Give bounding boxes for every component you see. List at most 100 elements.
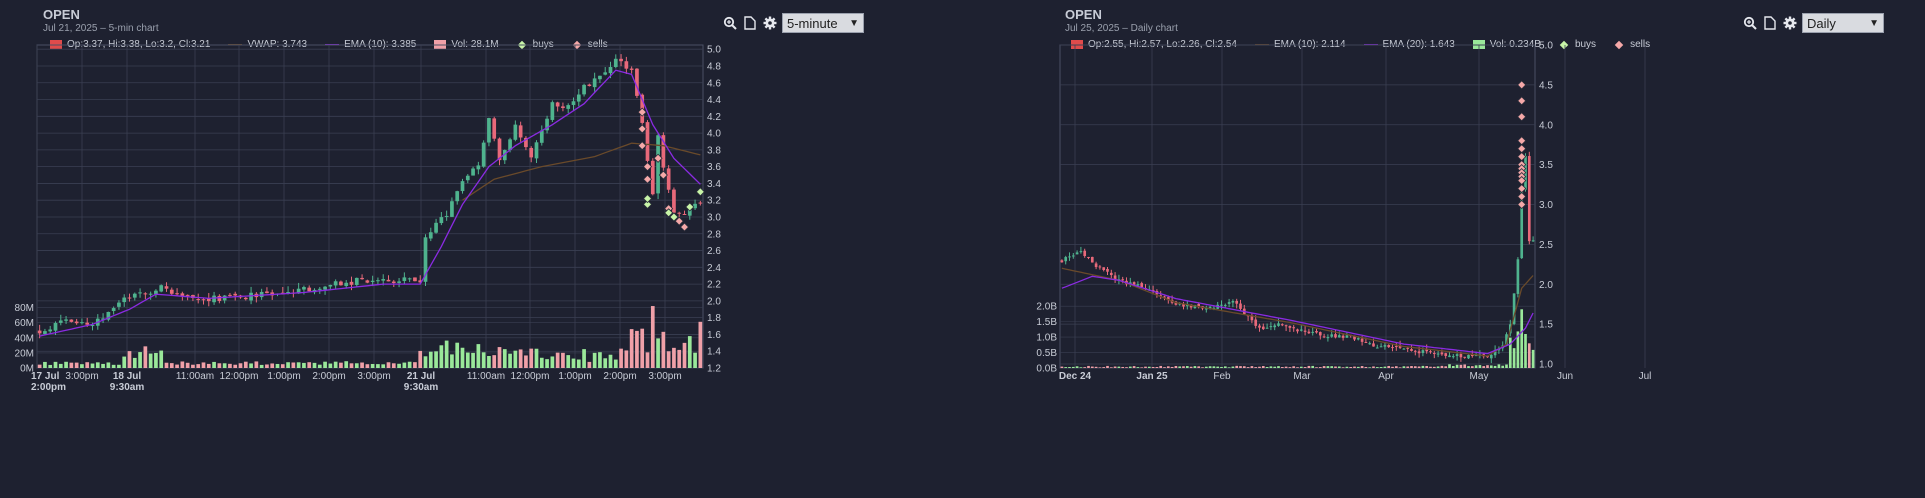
- candle-body: [561, 106, 565, 109]
- candle-body: [1417, 351, 1421, 354]
- candle-body: [1505, 334, 1508, 345]
- volume-bar: [545, 359, 549, 368]
- candle-body: [80, 322, 84, 324]
- volume-bar: [1227, 367, 1231, 368]
- gear-icon[interactable]: [1782, 15, 1798, 31]
- candle-body: [1326, 337, 1330, 339]
- volume-bar: [238, 363, 243, 368]
- legend-sells: sells: [1614, 39, 1650, 50]
- x-tick-label: May: [1470, 371, 1489, 382]
- candle-body: [122, 297, 127, 303]
- volume-bar: [148, 353, 153, 368]
- volume-bar: [1451, 365, 1455, 368]
- volume-bar: [1379, 367, 1383, 368]
- candle-body: [1474, 355, 1478, 357]
- volume-tick-label: 1.0B: [1036, 333, 1057, 344]
- volume-bar: [217, 363, 222, 368]
- volume-bar: [1349, 367, 1353, 368]
- y-tick-label: 1.8: [707, 313, 721, 324]
- x-tick-label: 3:00pm: [357, 371, 390, 382]
- candle-body: [566, 105, 571, 109]
- volume-bar: [1322, 366, 1326, 368]
- interval-select[interactable]: 5-minute ▼: [782, 13, 864, 33]
- candle-body: [101, 318, 105, 320]
- volume-bar: [1318, 367, 1322, 368]
- candle-body: [529, 147, 534, 158]
- volume-bar: [439, 345, 444, 368]
- y-tick-label: 2.0: [1539, 280, 1553, 291]
- volume-bar: [1470, 366, 1474, 368]
- y-tick-label: 3.6: [707, 162, 721, 173]
- candle-body: [1269, 326, 1273, 328]
- x-tick-label: 3:00pm: [648, 371, 681, 382]
- volume-bar: [555, 352, 560, 368]
- volume-bar: [275, 363, 280, 368]
- candle-body: [635, 68, 639, 96]
- interval-select[interactable]: Daily ▼: [1802, 13, 1884, 33]
- volume-bar: [402, 362, 407, 368]
- chart-plot-intraday[interactable]: 5.0 4.8 4.6 4.4 4.2 4.0 3.8 3.6 3.4 3.2 3.0 2.8 2.6 2…: [0, 0, 880, 498]
- volume-bar: [1429, 366, 1432, 368]
- volume-bar: [1360, 366, 1364, 368]
- candle-body: [386, 279, 391, 282]
- volume-bar: [127, 351, 132, 368]
- volume-bar: [228, 363, 232, 368]
- candle-body: [1261, 326, 1265, 330]
- volume-bar: [1448, 364, 1451, 368]
- candle-body: [576, 94, 581, 102]
- volume-bar: [698, 321, 703, 368]
- candle-body: [1075, 252, 1079, 255]
- volume-bar: [1128, 366, 1132, 368]
- zoom-icon[interactable]: [1742, 15, 1758, 31]
- volume-bar: [1330, 366, 1334, 368]
- chevron-down-icon: ▼: [1869, 17, 1879, 29]
- gear-icon[interactable]: [762, 15, 778, 31]
- candle-body: [296, 288, 301, 294]
- candle-body: [1098, 266, 1102, 268]
- volume-bar: [1417, 366, 1421, 368]
- candle-body: [1391, 347, 1394, 349]
- candle-body: [592, 78, 597, 88]
- candle-body: [154, 290, 158, 295]
- candle-body: [1463, 356, 1467, 358]
- candle-body: [64, 319, 68, 321]
- zoom-icon[interactable]: [722, 15, 738, 31]
- volume-bar: [1444, 366, 1448, 368]
- candle-body: [106, 311, 111, 320]
- candle-body: [1166, 297, 1170, 301]
- candle-body: [497, 138, 502, 161]
- volume-bar: [550, 356, 555, 368]
- document-icon[interactable]: [1762, 15, 1778, 31]
- volume-bar: [243, 361, 248, 368]
- volume-bar: [413, 362, 417, 368]
- volume-bar: [465, 352, 470, 368]
- sell-marker: [637, 124, 647, 134]
- candle-body: [672, 189, 676, 213]
- candle-body: [1159, 295, 1163, 297]
- candle-body: [111, 308, 116, 312]
- y-tick-label: 1.0: [1539, 360, 1553, 371]
- volume-bar: [508, 353, 512, 368]
- volume-bar: [397, 363, 401, 368]
- volume-bar: [1220, 366, 1223, 368]
- candle-body: [1516, 259, 1520, 294]
- chart-plot-daily[interactable]: 5.0 4.5 4.0 3.5 3.0 2.5 2.0 1.5 1.0 2.0B 1.5B 1.0B 0…: [1020, 0, 1925, 498]
- candle-body: [418, 280, 423, 283]
- volume-bar: [296, 362, 301, 368]
- document-icon[interactable]: [742, 15, 758, 31]
- volume-bar: [1231, 366, 1235, 368]
- volume-bar: [1311, 365, 1315, 368]
- candle-body: [1109, 272, 1113, 276]
- candle-body: [180, 293, 185, 296]
- volume-bar: [566, 355, 571, 368]
- volume-tick-label: 80M: [15, 303, 34, 314]
- volume-bar: [613, 359, 618, 368]
- volume-bar: [43, 361, 47, 368]
- candle-body: [539, 130, 544, 143]
- candle-body: [534, 142, 539, 159]
- volume-bar: [302, 362, 306, 368]
- volume-bar: [164, 362, 169, 368]
- candle-body: [518, 125, 523, 138]
- candle-body: [1375, 347, 1379, 349]
- y-tick-label: 2.6: [707, 246, 721, 257]
